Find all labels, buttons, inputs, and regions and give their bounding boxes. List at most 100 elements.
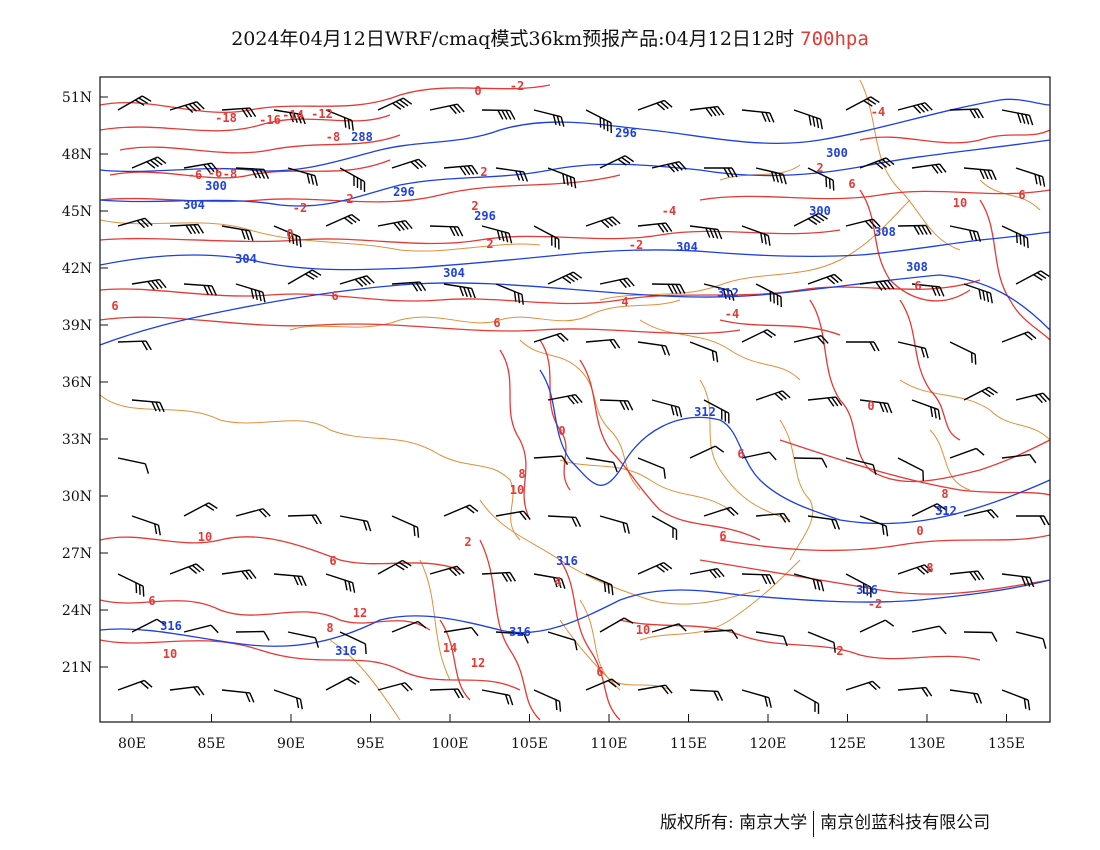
wind-barb (391, 620, 427, 633)
wind-barb (1015, 270, 1050, 285)
x-tick-label: 110E (591, 736, 628, 752)
wind-barb (911, 163, 947, 174)
isotherm-label: 8 (326, 621, 333, 635)
isotherm-label: 10 (636, 623, 650, 637)
wind-barb (807, 167, 835, 191)
wind-barb (391, 281, 427, 292)
wind-barb (339, 515, 372, 532)
isotherm-label: 0 (558, 424, 565, 438)
wind-barb (859, 515, 889, 537)
wind-barb (807, 273, 843, 285)
wind-barb (1001, 689, 1031, 711)
wind-barb (533, 573, 566, 589)
wind-barb (533, 109, 565, 127)
wind-barb (287, 514, 322, 525)
wind-barb (391, 515, 420, 538)
wind-barbs (117, 95, 1050, 714)
wind-barb (897, 564, 933, 575)
isotherm-label: -6 (208, 166, 222, 180)
wind-barb (599, 617, 634, 633)
y-tick-label: 27N (62, 546, 92, 562)
wind-barb (391, 158, 427, 170)
isotherm-label: 8 (518, 467, 525, 481)
wind-barb (703, 629, 739, 640)
isotherm-label: 10 (163, 647, 177, 661)
wind-barb (117, 340, 152, 351)
height-label: 316 (856, 583, 878, 597)
wind-barb (117, 679, 153, 691)
isotherm-label: 6 (111, 299, 118, 313)
isotherm-label: 4 (554, 575, 561, 589)
wind-barb (377, 559, 412, 575)
isotherm-label: -12 (311, 107, 333, 121)
wind-barb (689, 567, 725, 579)
wind-barb (377, 682, 413, 692)
isotherm-label: -18 (215, 111, 237, 125)
wind-barb (547, 167, 577, 189)
isotherm-label: -2 (868, 597, 882, 611)
x-tick-label: 130E (909, 736, 946, 752)
isotherm-label: -6 (188, 168, 202, 182)
y-tick-label: 48N (62, 147, 92, 163)
isotherm-label: 6 (737, 447, 744, 461)
wind-barb (1015, 631, 1047, 649)
wind-barb (1015, 167, 1046, 187)
wind-barb (1016, 515, 1050, 526)
copyright-left: 版权所有: 南京大学 (660, 813, 808, 833)
wind-barb (221, 569, 257, 580)
wind-barb (897, 102, 933, 114)
wind-barb (599, 155, 635, 169)
wind-barb (599, 399, 634, 411)
wind-barb (845, 96, 880, 111)
height-label: 300 (826, 146, 848, 160)
wind-barb (703, 506, 739, 517)
isotherm-label: 2 (346, 192, 353, 206)
wind-barb (585, 338, 621, 349)
copyright-right: 南京创蓝科技有限公司 (820, 813, 991, 833)
height-label: 316 (160, 619, 182, 633)
wind-barb (547, 271, 583, 285)
wind-barb (845, 457, 877, 475)
wind-barb (429, 225, 464, 237)
title-main: 2024年04月12日WRF/cmaq模式36km预报产品:04月12日12时 (231, 28, 795, 50)
wind-barb (481, 109, 516, 120)
wind-barb (911, 399, 941, 420)
wind-barb (117, 457, 150, 474)
wind-barb (131, 618, 166, 633)
wind-barb (637, 457, 666, 479)
x-tick-label: 125E (829, 736, 866, 752)
isotherm-label: 0 (867, 399, 874, 413)
footer-divider (813, 810, 815, 837)
y-tick-label: 51N (62, 90, 92, 106)
isotherm-label: 6 (719, 529, 726, 543)
wind-barb (339, 167, 366, 192)
x-tick-label: 80E (118, 736, 146, 752)
wind-barb (585, 457, 618, 473)
wind-barb (846, 341, 880, 352)
wind-barb (949, 341, 977, 365)
wind-barb (793, 457, 828, 468)
isotherm-label: 2 (816, 161, 823, 175)
wind-barb (741, 573, 776, 585)
isotherm-label: 10 (953, 196, 967, 210)
wind-barb (741, 689, 772, 708)
wind-barb (131, 515, 161, 536)
wind-barb (689, 341, 719, 363)
wind-barb (273, 689, 303, 710)
wind-barb (183, 283, 217, 296)
wind-barb (585, 216, 621, 229)
wind-barb (235, 283, 266, 303)
wind-barb (807, 631, 836, 653)
wind-barb (183, 502, 218, 517)
isotherm-label: 0 (474, 84, 481, 98)
wind-barb (651, 161, 687, 173)
wind-barb (637, 561, 673, 575)
isotherm-label: 12 (353, 606, 367, 620)
isotherm-label: 6 (148, 594, 155, 608)
wind-barb (741, 451, 777, 461)
height-label: 304 (183, 198, 205, 212)
wind-barb (117, 95, 152, 111)
wind-barb (741, 329, 777, 343)
wind-barb (911, 503, 947, 517)
